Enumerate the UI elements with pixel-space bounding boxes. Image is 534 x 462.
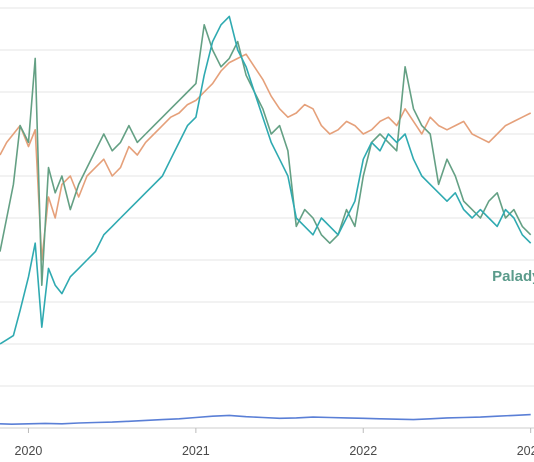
series-annotation: Palady (492, 268, 534, 285)
series-line-1 (0, 53, 532, 261)
x-tick-label: 2022 (349, 444, 377, 458)
x-tick-label: 2020 (15, 444, 43, 458)
series-line-4 (0, 413, 531, 426)
series-line-2 (0, 23, 532, 287)
chart-series (0, 15, 532, 426)
horizontal-gridlines (0, 7, 534, 429)
x-axis: 2020 2021 2022 2023 (0, 427, 534, 458)
annotations: Palady (492, 268, 534, 285)
series-line-3 (0, 15, 532, 345)
x-tick-label: 2021 (182, 444, 210, 458)
x-tick-label: 2023 (517, 444, 534, 458)
